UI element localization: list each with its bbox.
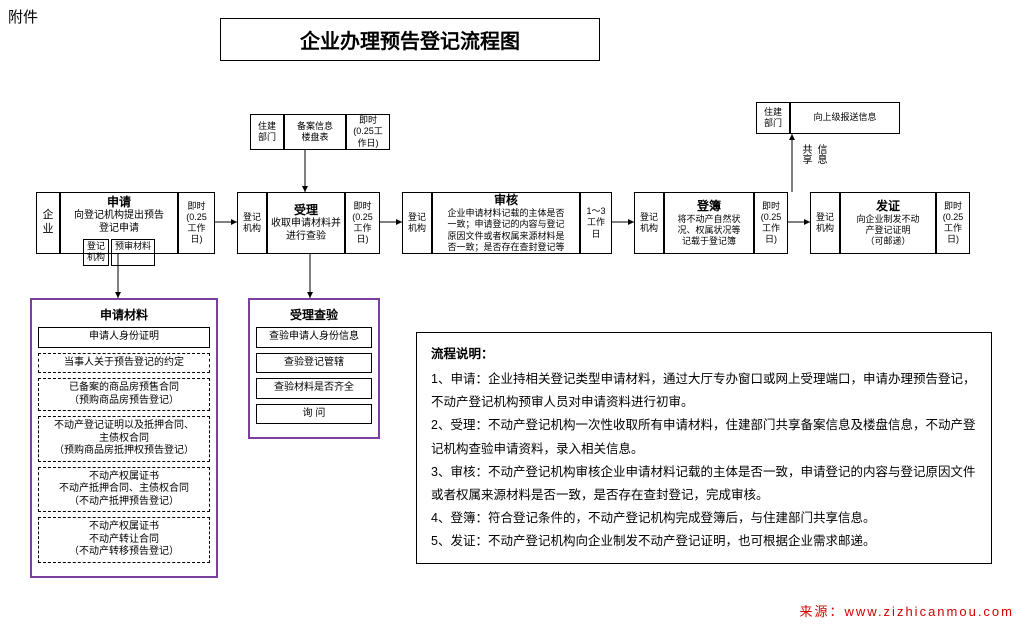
cert-sub: 向企业制发不动产登记证明（可邮递） <box>856 214 919 248</box>
apply-preview: 预审材料 <box>111 239 155 266</box>
source-footer: 来源：www.zizhicanmou.com <box>799 601 1014 620</box>
apply-item-5: 不动产权属证书不动产转让合同（不动产转移预告登记） <box>38 517 210 563</box>
node-review: 审核 企业申请材料记载的主体是否一致；申请登记的内容与登记原因文件或者权属来源材… <box>432 192 580 254</box>
node-t5: 即时(0.25工作日) <box>936 192 970 254</box>
desc-line-5: 5、发证：不动产登记机构向企业制发不动产登记证明，也可根据企业需求邮递。 <box>431 530 977 553</box>
node-t1: 即时(0.25工作日) <box>178 192 215 254</box>
desc-line-1: 1、申请：企业持相关登记类型申请材料，通过大厅专办窗口或网上受理端口，申请办理预… <box>431 368 977 414</box>
node-t3: 1～3工作日 <box>580 192 612 254</box>
node-record-info: 备案信息楼盘表 <box>284 114 346 150</box>
apply-item-1: 当事人关于预告登记的约定 <box>38 353 210 374</box>
register-sub: 将不动产自然状况、权属状况等记载于登记簿 <box>677 214 740 248</box>
node-t2: 即时(0.25工作日) <box>345 192 380 254</box>
review-head: 审核 <box>494 193 518 208</box>
flowchart-title: 企业办理预告登记流程图 <box>220 18 600 61</box>
apply-sub: 向登记机构提出预告登记申请 <box>72 210 166 235</box>
node-org4: 登记机构 <box>810 192 840 254</box>
check-item-3: 询 问 <box>256 404 372 425</box>
apply-agency: 登记机构 <box>83 239 109 266</box>
apply-head: 申请 <box>107 195 131 210</box>
accept-sub: 收取申请材料并进行查验 <box>269 218 343 243</box>
apply-item-0: 申请人身份证明 <box>38 327 210 348</box>
accept-head: 受理 <box>294 203 318 218</box>
review-sub: 企业申请材料记载的主体是否一致；申请登记的内容与登记原因文件或者权属来源材料是否… <box>445 208 566 253</box>
desc-line-2: 2、受理：不动产登记机构一次性收取所有申请材料，住建部门共享备案信息及楼盘信息，… <box>431 414 977 460</box>
panel-accept-check: 受理查验 查验申请人身份信息 查验登记管辖 查验材料是否齐全 询 问 <box>248 298 380 439</box>
source-url[interactable]: www.zizhicanmou.com <box>845 604 1015 619</box>
flow-description: 流程说明： 1、申请：企业持相关登记类型申请材料，通过大厅专办窗口或网上受理端口… <box>416 332 992 564</box>
desc-line-3: 3、审核：不动产登记机构审核企业申请材料记载的主体是否一致，申请登记的内容与登记… <box>431 461 977 507</box>
desc-title: 流程说明： <box>431 343 977 366</box>
apply-item-2: 已备案的商品房预售合同（预购商品房预告登记） <box>38 378 210 411</box>
node-accept: 受理 收取申请材料并进行查验 <box>267 192 345 254</box>
apply-item-4: 不动产权属证书不动产抵押合同、主债权合同（不动产抵押预告登记） <box>38 467 210 513</box>
desc-line-4: 4、登簿：符合登记条件的，不动产登记机构完成登簿后，与住建部门共享信息。 <box>431 507 977 530</box>
cert-head: 发证 <box>876 199 900 214</box>
node-org1: 登记机构 <box>237 192 267 254</box>
node-time-top: 即时(0.25工作日) <box>346 114 390 150</box>
check-item-1: 查验登记管辖 <box>256 353 372 374</box>
panel-apply-title: 申请材料 <box>38 306 210 323</box>
node-org3: 登记机构 <box>634 192 664 254</box>
node-housing-dept-2: 住建部门 <box>756 102 790 134</box>
node-org2: 登记机构 <box>402 192 432 254</box>
source-label: 来源： <box>799 604 844 619</box>
info-share-label: 信息共享 <box>798 144 828 164</box>
node-register: 登簿 将不动产自然状况、权属状况等记载于登记簿 <box>664 192 754 254</box>
node-cert: 发证 向企业制发不动产登记证明（可邮递） <box>840 192 936 254</box>
node-report-up: 向上级报送信息 <box>790 102 900 134</box>
node-t4: 即时(0.25工作日) <box>754 192 788 254</box>
check-item-0: 查验申请人身份信息 <box>256 327 372 348</box>
register-head: 登簿 <box>697 199 721 214</box>
node-apply: 申请 向登记机构提出预告登记申请 登记机构 预审材料 <box>60 192 178 254</box>
node-housing-dept-1: 住建部门 <box>250 114 284 150</box>
attachment-label: 附件 <box>8 6 38 27</box>
apply-item-3: 不动产登记证明以及抵押合同、主债权合同（预购商品房抵押权预告登记） <box>38 416 210 462</box>
check-item-2: 查验材料是否齐全 <box>256 378 372 399</box>
panel-check-title: 受理查验 <box>256 306 372 323</box>
panel-apply-materials: 申请材料 申请人身份证明 当事人关于预告登记的约定 已备案的商品房预售合同（预购… <box>30 298 218 578</box>
node-enterprise: 企业 <box>36 192 60 254</box>
